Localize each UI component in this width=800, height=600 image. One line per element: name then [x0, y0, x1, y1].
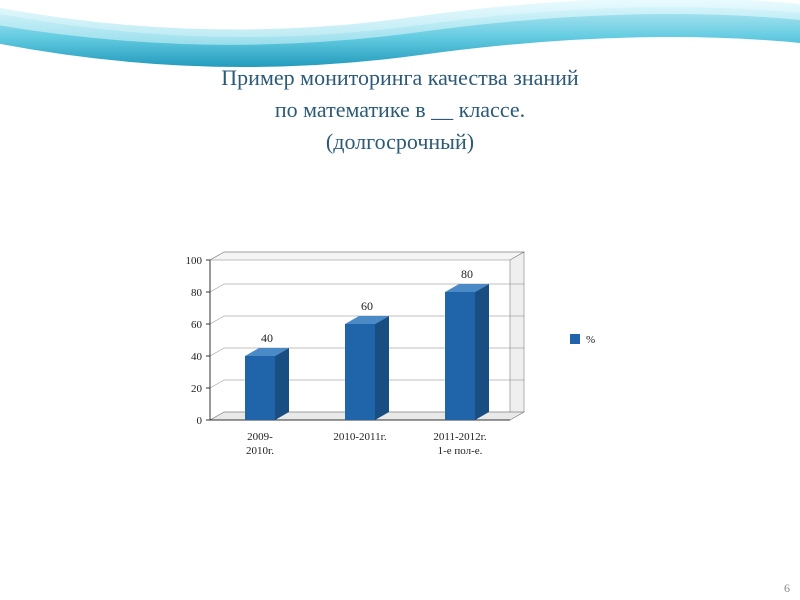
xlabel-2-line1: 2011-2012г.	[433, 431, 487, 443]
ytick-100: 100	[186, 255, 203, 267]
bar-1: 60	[345, 299, 389, 420]
ytick-40: 40	[191, 351, 203, 363]
ytick-60: 60	[191, 319, 203, 331]
bar-2: 80	[445, 267, 489, 420]
xlabel-1-line1: 2010-2011г.	[333, 431, 387, 443]
ytick-80: 80	[191, 287, 203, 299]
xlabel-0-line1: 2009-	[247, 431, 273, 443]
bar-0: 40	[245, 331, 289, 420]
xlabel-2-line2: 1-е пол-е.	[438, 445, 483, 457]
quality-chart: 0 20 40 60 80 100 40	[150, 230, 650, 530]
chart-legend: %	[570, 334, 595, 346]
slide: Пример мониторинга качества знаний по ма…	[0, 0, 800, 600]
legend-label: %	[586, 334, 595, 346]
ytick-0: 0	[197, 415, 203, 427]
ytick-20: 20	[191, 383, 203, 395]
page-number: 6	[784, 581, 790, 596]
bar-value-0: 40	[261, 331, 273, 345]
decorative-ribbon	[0, 0, 800, 70]
bar-value-1: 60	[361, 299, 373, 313]
legend-marker-icon	[570, 334, 580, 344]
title-line-1: Пример мониторинга качества знаний	[0, 62, 800, 94]
slide-title: Пример мониторинга качества знаний по ма…	[0, 62, 800, 158]
title-line-3: (долгосрочный)	[0, 126, 800, 158]
xlabel-0-line2: 2010г.	[246, 445, 274, 457]
title-line-2: по математике в __ классе.	[0, 94, 800, 126]
bar-value-2: 80	[461, 267, 473, 281]
